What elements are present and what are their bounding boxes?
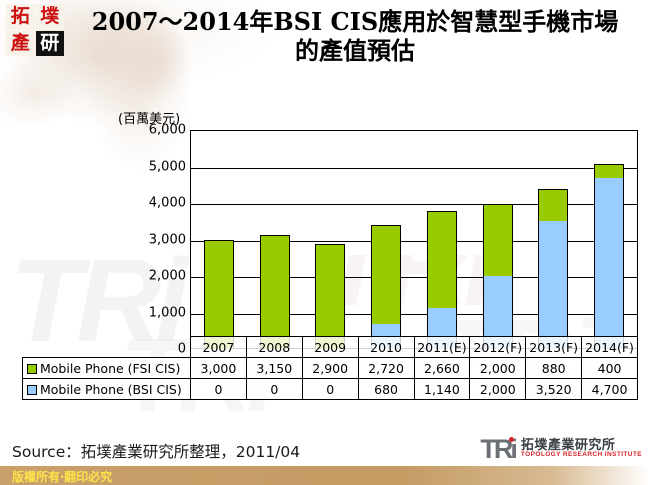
logo-char-tuo: 拓 <box>6 4 35 30</box>
legend-entry: Mobile Phone (BSI CIS) <box>22 378 191 400</box>
bar-segment-fsi-cis <box>315 243 346 349</box>
bar-segment-fsi-cis <box>203 240 234 349</box>
data-table: 2007 2008 2009 2010 2011(E) 2012(F) 2013(F) 201… <box>22 336 638 400</box>
bar-group <box>581 131 637 349</box>
table-column-header: 2007 <box>190 336 247 358</box>
source-note: Source：拓墣產業研究所整理，2011/04 <box>12 443 301 461</box>
table-cell: 680 <box>357 378 415 400</box>
table-cell: 2,720 <box>357 357 415 379</box>
stacked-bar <box>538 189 569 349</box>
stacked-bar <box>371 225 402 349</box>
bar-group <box>247 131 303 349</box>
table-row: Mobile Phone (FSI CIS) 3,000 3,150 2,900 2,7… <box>22 357 638 379</box>
legend-color-swatch <box>27 363 37 374</box>
y-axis-tick-label: 3,000 <box>148 232 186 247</box>
tri-logo-text: 拓墣產業研究所 TOPOLOGY RESEARCH INSTITUTE <box>521 439 642 459</box>
tri-dot-icon <box>508 436 514 442</box>
bar-segment-fsi-cis <box>426 210 457 308</box>
legend-entry: Mobile Phone (FSI CIS) <box>22 357 191 379</box>
chart-data-table: 2007 2008 2009 2010 2011(E) 2012(F) 2013(F) 201… <box>22 336 638 400</box>
logo-char-pu: 墣 <box>35 4 64 30</box>
bar-segment-bsi-cis <box>594 178 625 349</box>
legend-series-label: Mobile Phone (BSI CIS) <box>40 381 182 397</box>
footer-tri-logo: TRi 拓墣產業研究所 TOPOLOGY RESEARCH INSTITUTE <box>480 435 642 463</box>
tri-chinese-name: 拓墣產業研究所 <box>520 437 616 453</box>
copyright-text: 版權所有‧翻印必究 <box>12 470 113 484</box>
logo-char-chan: 產 <box>6 30 35 56</box>
stacked-bar <box>426 210 457 349</box>
table-cell: 0 <box>245 378 303 400</box>
table-column-header: 2012(F) <box>469 336 527 358</box>
table-cell: 0 <box>301 378 359 400</box>
copyright-band: 版權所有‧翻印必究 <box>0 466 650 485</box>
y-axis-tick-label: 2,000 <box>148 268 186 284</box>
y-axis-tick-label: 4,000 <box>148 195 186 211</box>
page-title-line1: 2007～2014年BSI CIS應用於智慧型手機市場 <box>91 7 619 36</box>
table-cell: 3,520 <box>525 378 583 400</box>
table-cell: 3,000 <box>190 357 247 379</box>
stacked-bar <box>203 240 234 349</box>
bar-group <box>526 131 582 349</box>
table-cell: 3,150 <box>245 357 303 379</box>
table-cell: 400 <box>581 357 638 379</box>
y-axis-tick-label: 6,000 <box>148 122 186 138</box>
bar-segment-bsi-cis <box>538 221 569 349</box>
tri-wordmark: TRi <box>480 435 517 463</box>
stacked-bar <box>594 163 625 349</box>
table-cell: 0 <box>190 378 247 400</box>
bar-group <box>414 131 470 349</box>
bar-segment-fsi-cis <box>538 189 569 222</box>
stacked-bar <box>259 234 290 349</box>
page-title: 2007～2014年BSI CIS應用於智慧型手機市場 的產值預估 <box>66 7 644 66</box>
bar-group <box>358 131 414 349</box>
table-cell: 4,700 <box>581 378 638 400</box>
tri-english-name: TOPOLOGY RESEARCH INSTITUTE <box>520 451 642 459</box>
bar-segment-fsi-cis <box>259 234 290 349</box>
table-column-header: 2013(F) <box>525 336 583 358</box>
table-column-header: 2011(E) <box>413 336 471 358</box>
bar-group <box>470 131 526 349</box>
table-cell: 2,900 <box>301 357 359 379</box>
table-cell: 2,000 <box>469 378 527 400</box>
tri-brand-logo: 拓 墣 產 研 <box>6 4 64 56</box>
bar-segment-fsi-cis <box>482 203 513 277</box>
chart-bars-layer <box>191 131 637 349</box>
stacked-bar <box>482 203 513 349</box>
legend-color-swatch <box>27 384 37 395</box>
stacked-bar <box>315 243 346 349</box>
table-header-row: 2007 2008 2009 2010 2011(E) 2012(F) 2013(F) 201… <box>23 336 638 358</box>
table-cell: 2,660 <box>413 357 471 379</box>
bar-segment-fsi-cis <box>594 163 625 179</box>
y-axis-tick-label: 1,000 <box>148 305 186 320</box>
table-column-header: 2010 <box>357 336 415 358</box>
page-title-line2: 的產值預估 <box>295 35 415 65</box>
legend-series-label: Mobile Phone (FSI CIS) <box>40 360 181 376</box>
y-axis-labels: 6,000 5,000 4,000 3,000 2,000 1,000 0 <box>118 122 186 358</box>
logo-char-yan: 研 <box>35 30 64 56</box>
bar-group <box>191 131 247 349</box>
y-axis-tick-label: 5,000 <box>148 159 186 174</box>
table-column-header: 2008 <box>245 336 303 358</box>
table-cell: 2,000 <box>469 357 527 379</box>
table-column-header: 2014(F) <box>581 336 638 358</box>
table-column-header: 2009 <box>301 336 359 358</box>
table-corner-cell <box>23 337 191 358</box>
bar-segment-fsi-cis <box>371 225 402 325</box>
table-row: Mobile Phone (BSI CIS) 0 0 0 680 1,140 2,000 3,… <box>22 378 638 400</box>
table-cell: 1,140 <box>413 378 471 400</box>
table-cell: 880 <box>525 357 583 379</box>
bar-group <box>303 131 359 349</box>
